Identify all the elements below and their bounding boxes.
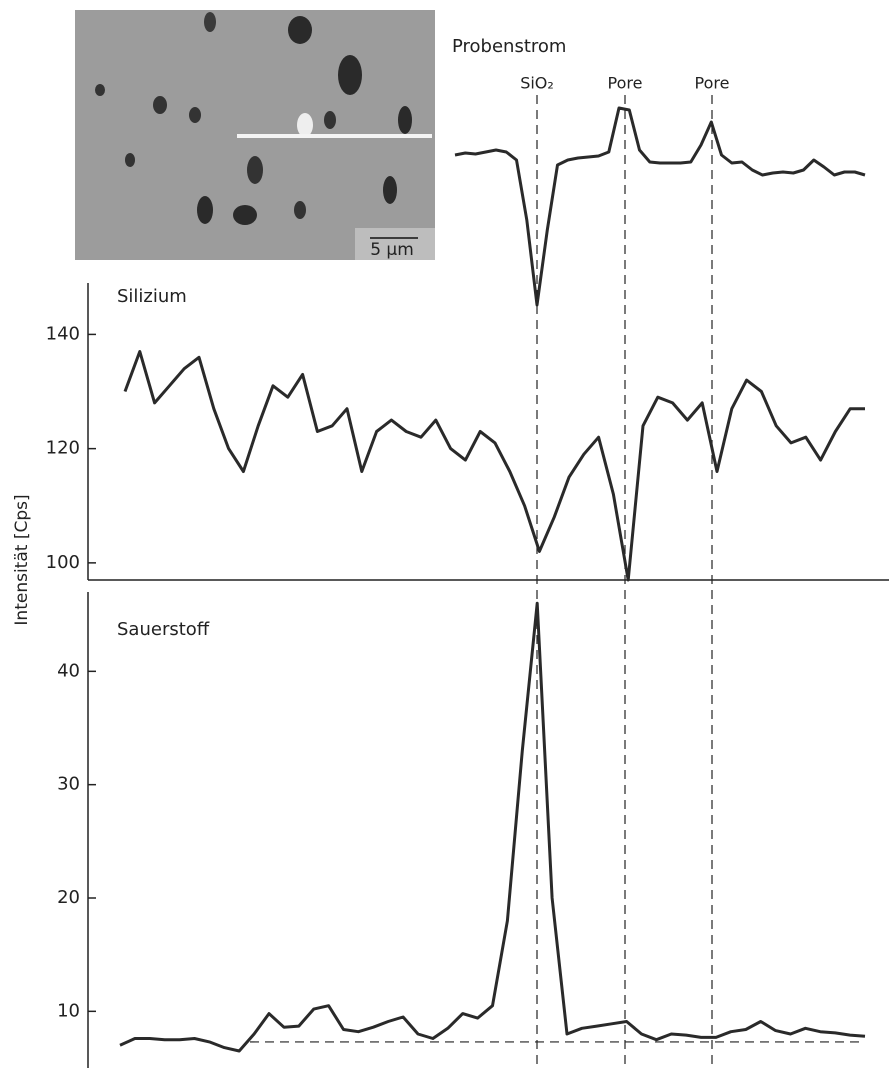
scale-label: 5 µm (370, 240, 414, 260)
y-tick-label: 120 (46, 438, 80, 459)
marker-label: SiO₂ (520, 74, 554, 93)
marker-label: Pore (608, 74, 643, 93)
y-tick-label: 100 (46, 552, 80, 573)
panel-title: Sauerstoff (117, 619, 210, 640)
panel-title: Probenstrom (452, 36, 566, 57)
y-axis-label: Intensität [Cps] (12, 494, 32, 625)
y-tick-label: 30 (57, 774, 80, 795)
y-tick-label: 140 (46, 323, 80, 344)
y-tick-label: 20 (57, 887, 80, 908)
sem-image: 5 µm (75, 10, 435, 260)
y-tick-label: 40 (57, 660, 80, 681)
trace (119, 601, 866, 1053)
trace (454, 106, 866, 307)
trace (123, 350, 865, 582)
panel-title: Silizium (117, 286, 187, 307)
marker-label: Pore (695, 74, 730, 93)
y-tick-label: 10 (57, 1000, 80, 1021)
